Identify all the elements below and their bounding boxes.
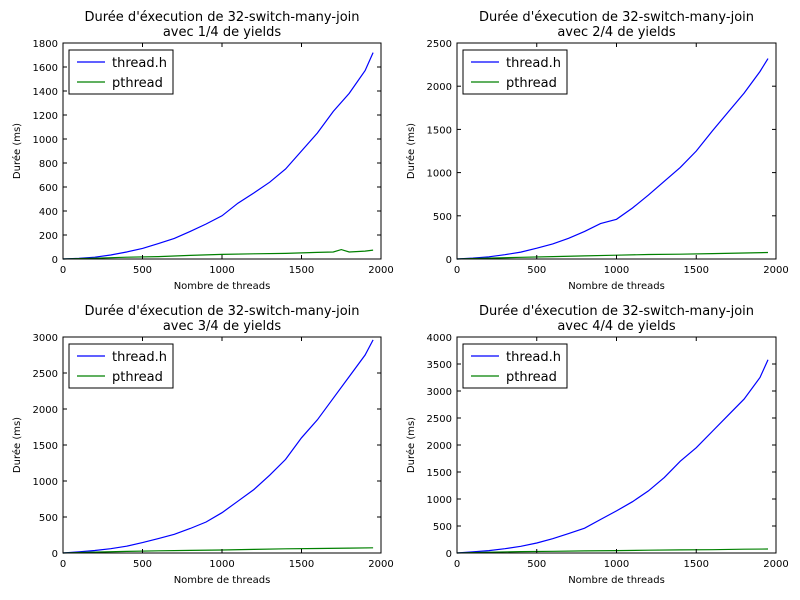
chart-title: Durée d'éxecution de 32-switch-many-join — [85, 304, 360, 319]
y-tick-label: 0 — [446, 255, 452, 266]
legend-box — [68, 49, 174, 95]
x-tick-label: 500 — [527, 559, 546, 570]
x-tick-label: 1000 — [209, 265, 234, 276]
legend: thread.h pthread — [68, 49, 174, 95]
y-tick-label: 1000 — [427, 169, 452, 180]
x-tick-label: 0 — [60, 265, 66, 276]
legend: thread.h pthread — [462, 343, 568, 389]
y-axis-label: Durée (ms) — [11, 417, 23, 473]
x-tick-label: 1500 — [684, 559, 709, 570]
subplot-3: Durée d'éxecution de 32-switch-many-join… — [11, 304, 394, 586]
y-tick-label: 1800 — [33, 39, 58, 50]
legend-box — [68, 343, 174, 389]
series-line-pthread — [62, 248, 374, 260]
y-tick-label: 2500 — [33, 369, 58, 380]
series-line-thread-h — [62, 339, 374, 554]
x-tick-label: 2000 — [763, 265, 788, 276]
legend-label: pthread — [112, 370, 163, 385]
subplot-4: Durée d'éxecution de 32-switch-many-join… — [405, 304, 789, 586]
legend-label: pthread — [506, 76, 557, 91]
legend-label: thread.h — [112, 350, 167, 365]
x-axis-label: Nombre de threads — [174, 575, 271, 586]
chart-title: Durée d'éxecution de 32-switch-many-join — [85, 10, 360, 25]
y-tick-label: 1000 — [33, 135, 58, 146]
x-tick-label: 2000 — [763, 559, 788, 570]
x-tick-label: 500 — [133, 559, 152, 570]
legend: thread.h pthread — [68, 343, 174, 389]
y-tick-label: 1500 — [427, 468, 452, 479]
legend-label: pthread — [112, 76, 163, 91]
chart-subtitle: avec 1/4 de yields — [163, 25, 282, 40]
x-tick-label: 0 — [454, 265, 460, 276]
y-tick-label: 500 — [39, 513, 58, 524]
y-tick-label: 3000 — [427, 387, 452, 398]
y-tick-label: 2000 — [427, 441, 452, 452]
y-tick-label: 800 — [39, 159, 58, 170]
x-tick-label: 2000 — [368, 265, 393, 276]
y-tick-label: 3500 — [427, 360, 452, 371]
x-tick-label: 0 — [60, 559, 66, 570]
x-tick-label: 2000 — [368, 559, 393, 570]
y-tick-label: 1500 — [427, 125, 452, 136]
y-tick-label: 2000 — [33, 405, 58, 416]
x-tick-label: 1500 — [684, 265, 709, 276]
y-tick-label: 1000 — [33, 477, 58, 488]
x-tick-label: 1500 — [289, 559, 314, 570]
legend-label: thread.h — [506, 56, 561, 71]
legend-label: pthread — [506, 370, 557, 385]
series-line-thread-h — [62, 52, 374, 260]
series-line-thread-h — [456, 58, 769, 260]
chart-subtitle: avec 3/4 de yields — [163, 319, 282, 334]
x-tick-label: 500 — [133, 265, 152, 276]
y-tick-label: 400 — [39, 207, 58, 218]
y-tick-label: 1000 — [427, 495, 452, 506]
y-tick-label: 2000 — [427, 82, 452, 93]
series-line-pthread — [456, 548, 769, 554]
x-axis-label: Nombre de threads — [174, 281, 271, 292]
x-axis-label: Nombre de threads — [568, 281, 665, 292]
y-axis-label: Durée (ms) — [405, 123, 417, 179]
subplot-1: Durée d'éxecution de 32-switch-many-join… — [11, 10, 394, 292]
chart-subtitle: avec 4/4 de yields — [557, 319, 676, 334]
chart-title: Durée d'éxecution de 32-switch-many-join — [479, 10, 754, 25]
legend: thread.h pthread — [462, 49, 568, 95]
legend-label: thread.h — [506, 350, 561, 365]
y-tick-label: 0 — [52, 549, 58, 560]
chart-subtitle: avec 2/4 de yields — [557, 25, 676, 40]
legend-box — [462, 49, 568, 95]
y-tick-label: 0 — [52, 255, 58, 266]
y-axis-label: Durée (ms) — [11, 123, 23, 179]
y-tick-label: 2500 — [427, 414, 452, 425]
y-tick-label: 4000 — [427, 333, 452, 344]
x-tick-label: 1000 — [604, 559, 629, 570]
x-tick-label: 1500 — [289, 265, 314, 276]
x-tick-label: 500 — [527, 265, 546, 276]
y-tick-label: 1400 — [33, 87, 58, 98]
y-tick-label: 0 — [446, 549, 452, 560]
y-tick-label: 500 — [433, 212, 452, 223]
y-tick-label: 1500 — [33, 441, 58, 452]
x-tick-label: 0 — [454, 559, 460, 570]
series-line-pthread — [456, 251, 769, 260]
y-axis-label: Durée (ms) — [405, 417, 417, 473]
y-tick-label: 2500 — [427, 39, 452, 50]
y-tick-label: 600 — [39, 183, 58, 194]
legend-label: thread.h — [112, 56, 167, 71]
y-tick-label: 1600 — [33, 63, 58, 74]
x-tick-label: 1000 — [604, 265, 629, 276]
y-tick-label: 200 — [39, 231, 58, 242]
y-tick-label: 1200 — [33, 111, 58, 122]
chart-title: Durée d'éxecution de 32-switch-many-join — [479, 304, 754, 319]
x-tick-label: 1000 — [209, 559, 234, 570]
x-axis-label: Nombre de threads — [568, 575, 665, 586]
legend-box — [462, 343, 568, 389]
y-tick-label: 3000 — [33, 333, 58, 344]
subplot-2: Durée d'éxecution de 32-switch-many-join… — [405, 10, 789, 292]
y-tick-label: 500 — [433, 522, 452, 533]
series-line-thread-h — [456, 359, 769, 554]
